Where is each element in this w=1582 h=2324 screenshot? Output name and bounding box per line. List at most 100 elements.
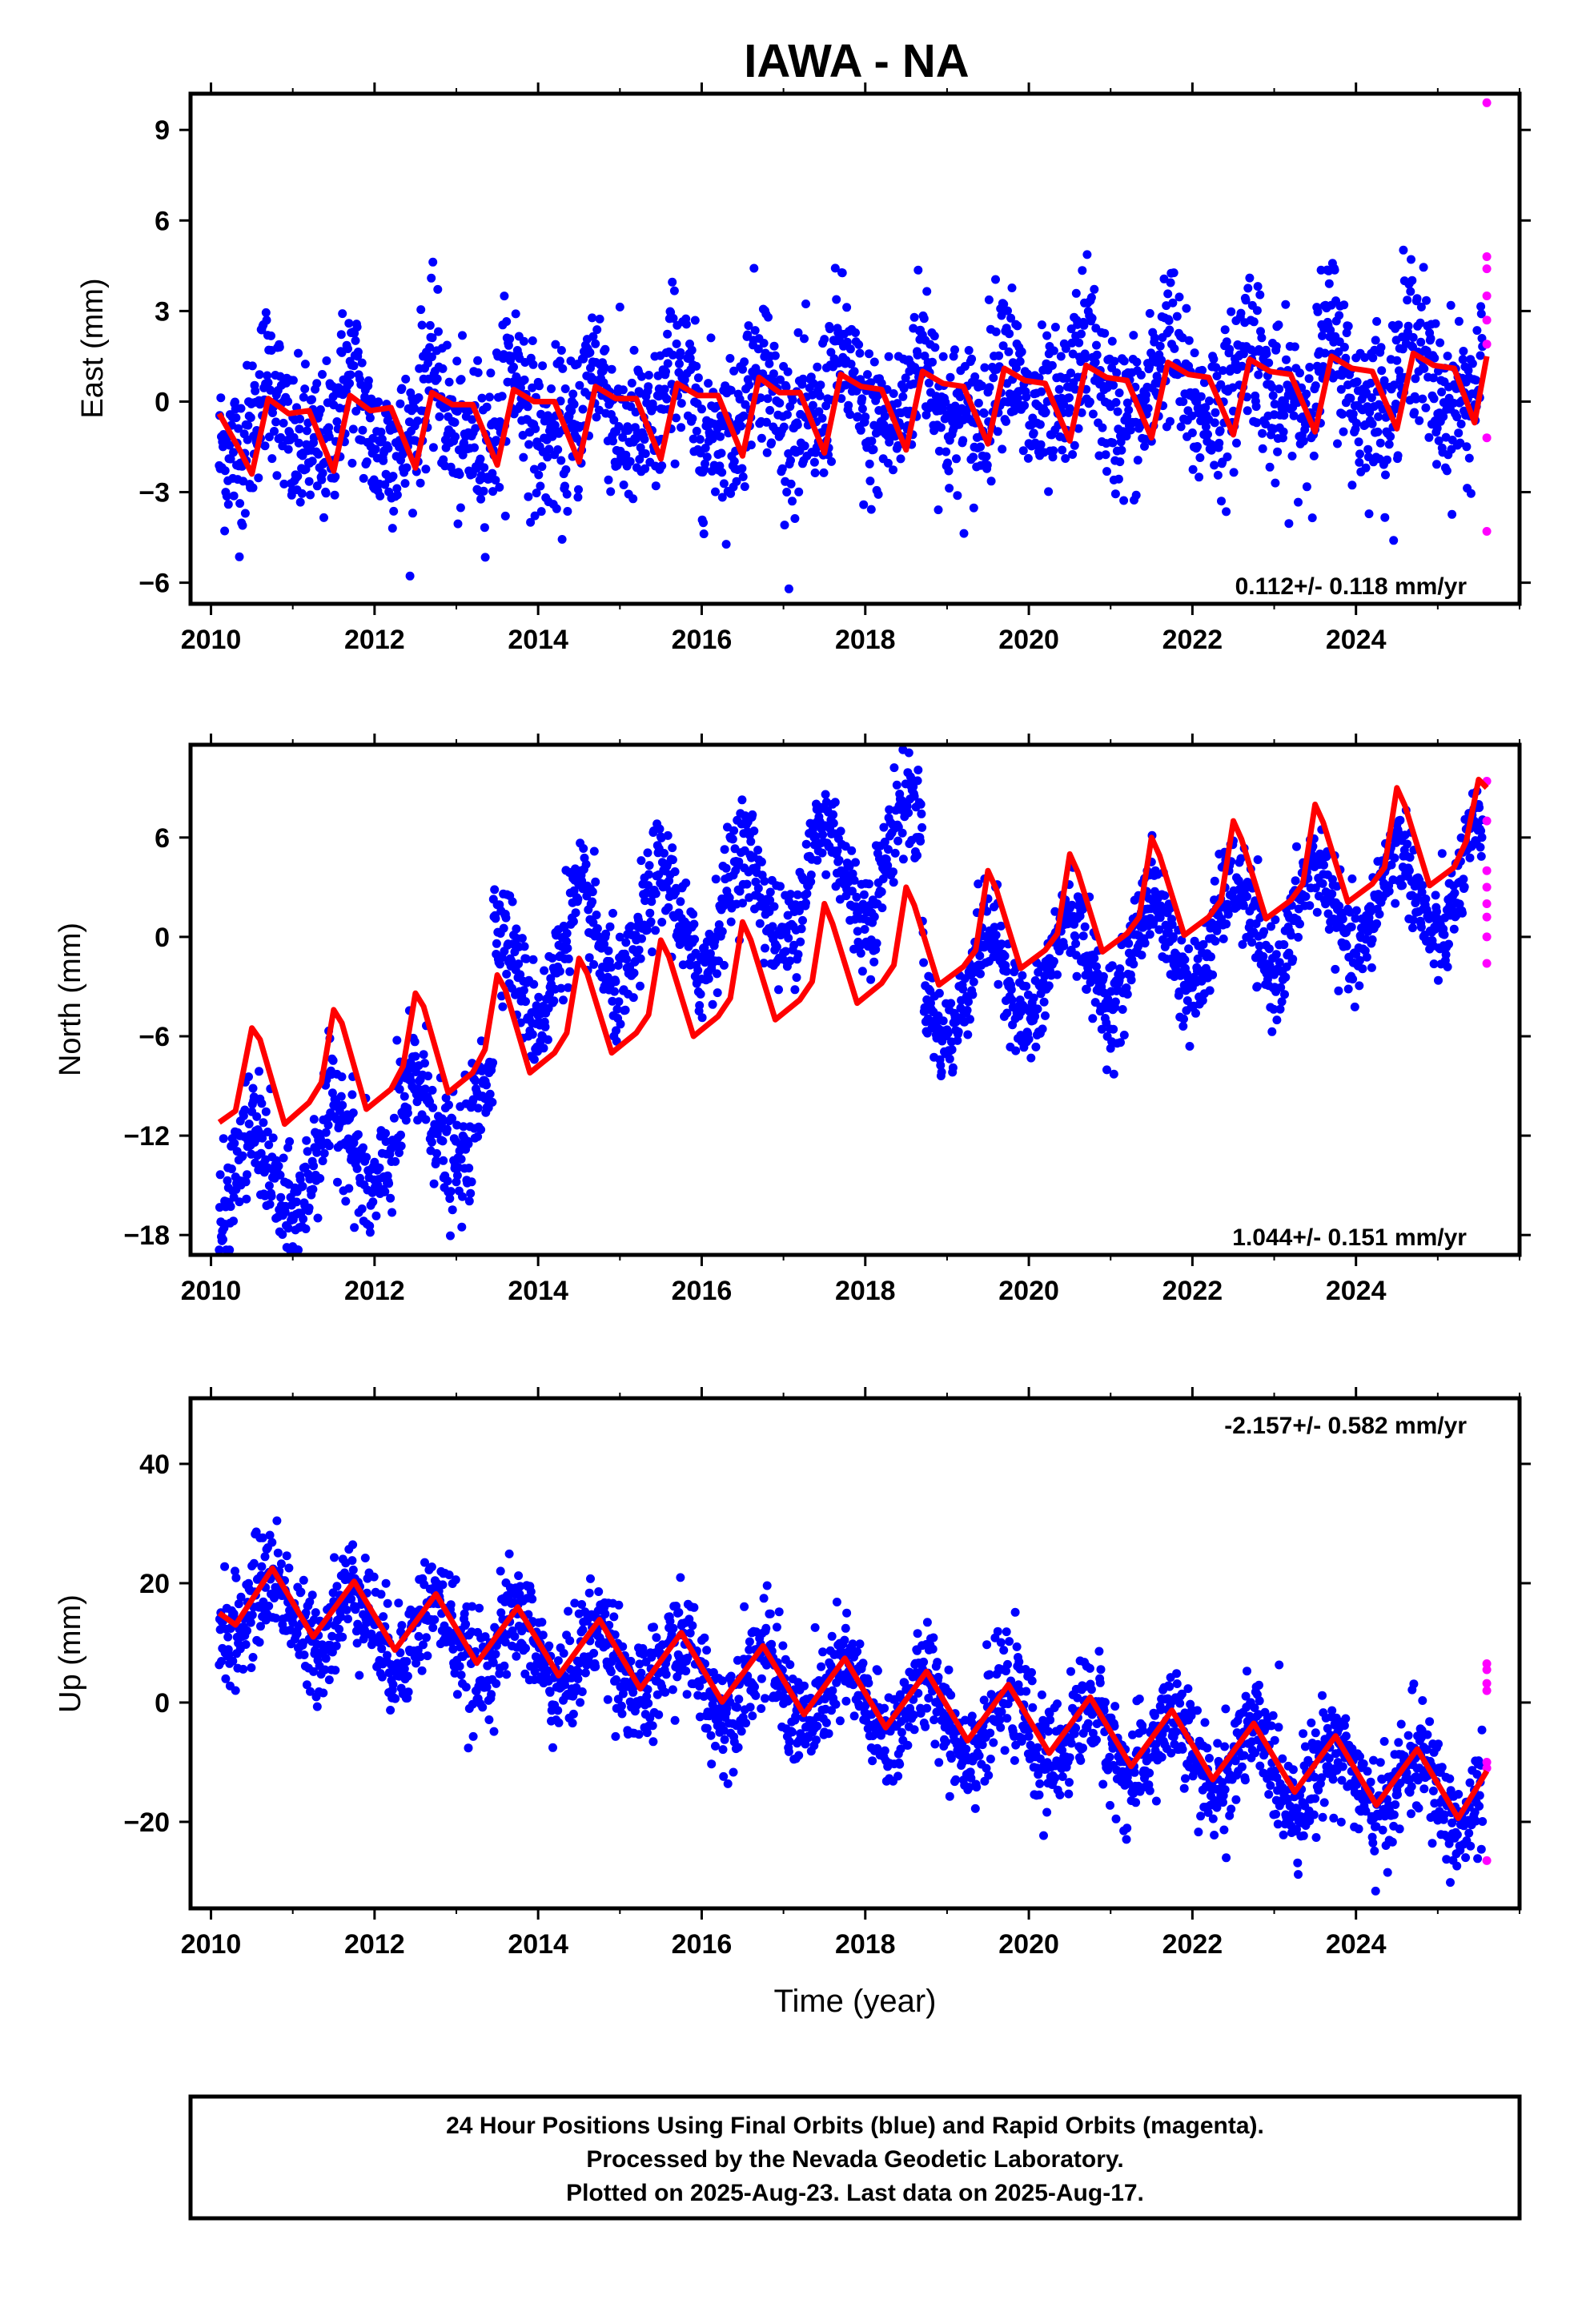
east-data-point	[358, 425, 367, 435]
east-data-point	[1437, 388, 1447, 396]
east-data-point	[534, 470, 544, 480]
east-data-point	[991, 275, 1000, 284]
east-data-point	[235, 499, 245, 509]
north-data-point	[1059, 941, 1069, 951]
north-data-point	[276, 1192, 286, 1202]
east-data-point	[497, 392, 507, 401]
north-data-point	[1199, 939, 1208, 949]
east-data-point	[387, 524, 397, 533]
east-data-point	[762, 417, 771, 427]
north-data-point	[668, 855, 677, 865]
up-data-point	[231, 1573, 241, 1582]
east-data-point	[1406, 287, 1415, 296]
north-data-point	[943, 1028, 953, 1038]
north-data-point	[1210, 876, 1219, 886]
east-data-point	[1088, 409, 1098, 419]
north-data-point	[1390, 854, 1399, 862]
east-data-point	[1205, 396, 1214, 406]
east-data-point	[859, 500, 869, 509]
up-data-point	[221, 1674, 231, 1683]
east-data-point	[306, 490, 315, 500]
east-data-point	[1143, 404, 1153, 413]
east-data-point	[1007, 283, 1017, 292]
north-data-point	[226, 1202, 235, 1212]
east-data-point	[717, 493, 727, 502]
east-data-point	[976, 442, 985, 452]
north-data-point	[1288, 955, 1298, 964]
east-data-point	[417, 320, 427, 330]
east-data-point	[473, 356, 483, 365]
north-data-point	[1338, 915, 1347, 924]
east-data-point	[371, 444, 380, 454]
north-data-point	[1208, 970, 1218, 979]
north-data-point	[897, 828, 907, 838]
north-data-point	[1287, 931, 1296, 940]
east-data-point	[1302, 389, 1311, 399]
north-data-point	[1476, 842, 1485, 852]
north-data-point	[1253, 855, 1263, 864]
north-data-point	[256, 1148, 266, 1158]
north-data-point	[471, 1076, 480, 1086]
east-data-point	[982, 460, 992, 470]
north-data-point	[1342, 941, 1351, 951]
east-data-point	[944, 466, 954, 476]
east-data-point	[319, 513, 328, 522]
east-data-point	[816, 380, 825, 390]
east-data-point	[260, 441, 270, 451]
east-data-point	[1092, 340, 1101, 350]
east-data-point	[1210, 418, 1219, 428]
east-data-point	[1326, 325, 1335, 335]
east-data-point	[842, 337, 852, 347]
north-data-point	[295, 1175, 305, 1184]
east-data-point	[740, 482, 749, 492]
east-data-point	[300, 384, 310, 394]
up-data-point	[271, 1614, 281, 1623]
east-data-point	[267, 454, 277, 464]
east-data-point	[1102, 467, 1111, 476]
east-data-point	[827, 456, 836, 466]
east-data-point	[1355, 457, 1364, 467]
east-data-point	[343, 344, 352, 353]
north-data-point	[517, 934, 527, 943]
north-data-point	[821, 870, 831, 879]
east-data-point	[1145, 308, 1154, 318]
north-data-point	[452, 1120, 462, 1130]
east-data-point	[450, 418, 460, 427]
east-data-point	[1166, 278, 1175, 287]
north-data-point	[719, 960, 729, 970]
east-data-point	[1050, 323, 1060, 332]
north-y-axis-label: North (mm)	[54, 923, 87, 1076]
east-data-point	[433, 284, 443, 294]
north-data-point	[1347, 874, 1357, 883]
east-data-point	[1279, 411, 1289, 420]
north-data-point	[1044, 981, 1054, 991]
east-data-point	[1023, 453, 1033, 463]
up-data-point	[292, 1629, 302, 1638]
north-data-point	[1145, 930, 1154, 939]
east-data-point	[421, 464, 431, 474]
north-rapid-point	[1482, 883, 1492, 892]
north-data-point	[549, 996, 559, 1006]
north-data-point	[337, 1072, 347, 1082]
north-y-tick-label: 0	[155, 923, 170, 953]
north-data-point	[1002, 1008, 1012, 1018]
east-data-point	[1252, 306, 1262, 316]
north-data-point	[945, 1054, 954, 1063]
east-data-point	[492, 436, 501, 445]
east-data-point	[1129, 331, 1138, 340]
north-data-point	[227, 1164, 236, 1174]
east-data-point	[949, 352, 958, 361]
east-data-point	[1271, 478, 1280, 488]
east-data-point	[1264, 358, 1274, 368]
up-data-point	[220, 1562, 230, 1571]
north-data-point	[380, 1187, 390, 1196]
north-data-point	[723, 822, 732, 832]
north-data-point	[1109, 1024, 1118, 1034]
north-data-point	[1238, 939, 1247, 949]
east-data-point	[1196, 392, 1206, 401]
east-data-point	[1273, 447, 1283, 456]
east-data-point	[324, 432, 334, 441]
north-x-tick-label: 2020	[998, 1276, 1059, 1306]
east-data-point	[363, 376, 373, 385]
up-data-point	[311, 1608, 320, 1618]
